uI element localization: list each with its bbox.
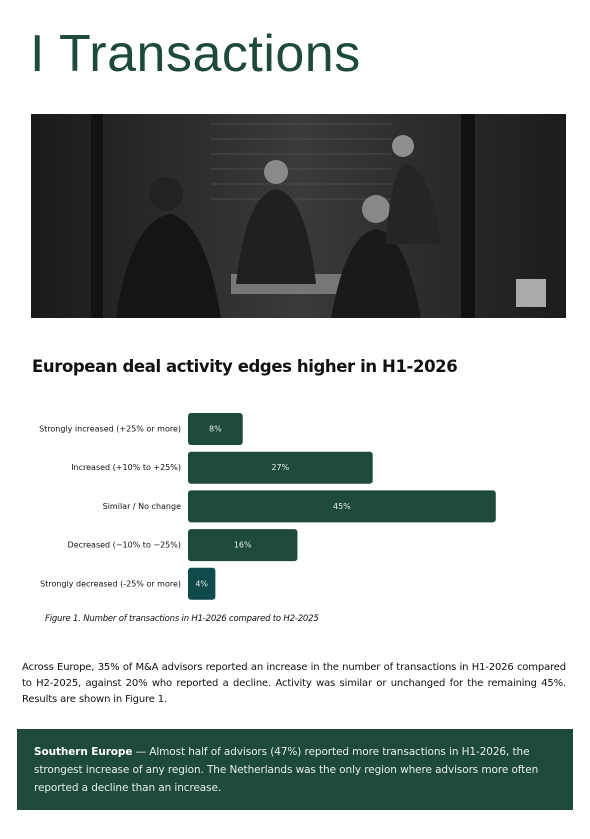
body-paragraph: Across Europe, 35% of M&A advisors repor… bbox=[22, 662, 566, 705]
callout: Southern Europe — Almost half of advisor… bbox=[17, 729, 573, 810]
bar bbox=[188, 451, 373, 484]
page-title: I Transactions bbox=[30, 25, 361, 83]
bar-value-label: 8% bbox=[209, 425, 222, 434]
bar-value-label: 4% bbox=[195, 579, 208, 588]
bar-value-label: 16% bbox=[234, 541, 252, 550]
category-label: Decreased (−10% to −25%) bbox=[68, 541, 181, 550]
category-label: Strongly increased (+25% or more) bbox=[39, 425, 181, 434]
chart-title: European deal activity edges higher in H… bbox=[32, 357, 458, 376]
figure-caption: Figure 1. Number of transactions in H1-2… bbox=[45, 614, 319, 624]
callout-text: — Almost half of advisors (47%) reported… bbox=[34, 746, 539, 794]
bar-value-label: 45% bbox=[333, 502, 351, 511]
category-label: Similar / No change bbox=[103, 502, 181, 511]
callout-lead: Southern Europe bbox=[34, 746, 133, 758]
bar-value-label: 27% bbox=[271, 463, 289, 472]
bar bbox=[188, 413, 243, 445]
chart: Strongly increased (+25% or more) 8% Incre… bbox=[39, 413, 496, 600]
category-label: Strongly decreased (-25% or more) bbox=[40, 579, 181, 588]
bar bbox=[188, 490, 496, 523]
bar bbox=[188, 529, 298, 562]
category-label: Increased (+10% to +25%) bbox=[71, 463, 181, 472]
bar bbox=[188, 567, 216, 600]
photo bbox=[31, 114, 566, 318]
